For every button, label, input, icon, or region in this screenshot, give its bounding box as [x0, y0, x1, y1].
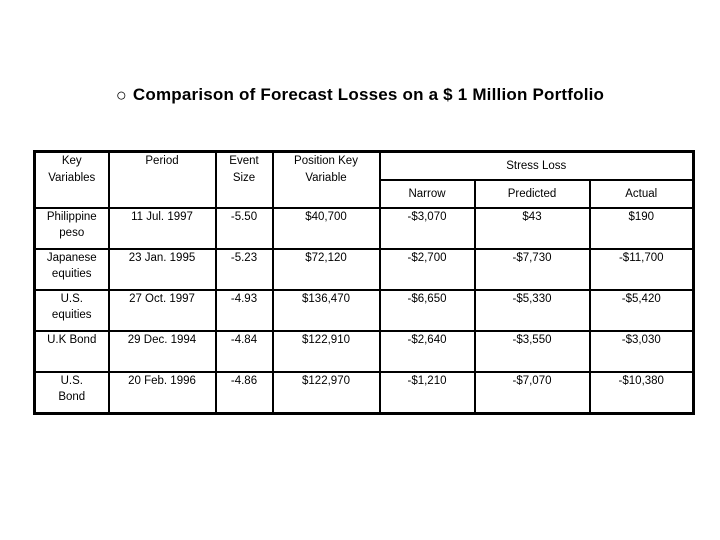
cell-key-variable: Philippine peso — [33, 207, 110, 250]
cell-event-size: -4.93 — [214, 289, 274, 332]
col-header-position-key-variable: Position Key Variable — [271, 150, 381, 209]
cell-position-key-variable: $40,700 — [271, 207, 381, 250]
cell-position-key-variable: $122,910 — [271, 330, 381, 373]
cell-period: 11 Jul. 1997 — [107, 207, 217, 250]
cell-narrow: -$2,700 — [378, 248, 476, 291]
cell-position-key-variable: $72,120 — [271, 248, 381, 291]
table-row-us-bond: U.S. Bond 20 Feb. 1996 -4.86 $122,970 -$… — [33, 371, 695, 415]
cell-predicted: -$7,730 — [473, 248, 591, 291]
cell-narrow: -$3,070 — [378, 207, 476, 250]
table-row-philippine-peso: Philippine peso 11 Jul. 1997 -5.50 $40,7… — [33, 207, 695, 250]
cell-predicted: $43 — [473, 207, 591, 250]
slide-title: ○ Comparison of Forecast Losses on a $ 1 … — [0, 85, 720, 106]
cell-narrow: -$1,210 — [378, 371, 476, 415]
col-header-event-size: Event Size — [214, 150, 274, 209]
circle-bullet-icon: ○ — [115, 85, 127, 105]
cell-narrow: -$2,640 — [378, 330, 476, 373]
table-row-japanese-equities: Japanese equities 23 Jan. 1995 -5.23 $72… — [33, 248, 695, 291]
col-header-actual: Actual — [588, 179, 695, 209]
cell-actual: -$3,030 — [588, 330, 695, 373]
col-header-key-variables: Key Variables — [33, 150, 110, 209]
table-row-us-equities: U.S. equities 27 Oct. 1997 -4.93 $136,47… — [33, 289, 695, 332]
cell-period: 29 Dec. 1994 — [107, 330, 217, 373]
cell-event-size: -5.23 — [214, 248, 274, 291]
forecast-loss-table: Key Variables Period Event Size Position… — [33, 150, 695, 415]
cell-predicted: -$5,330 — [473, 289, 591, 332]
header-row-2: Narrow Predicted Actual — [35, 179, 695, 209]
cell-key-variable: Japanese equities — [33, 248, 110, 291]
cell-actual: $190 — [588, 207, 695, 250]
slide-title-text: Comparison of Forecast Losses on a $ 1 M… — [132, 85, 605, 104]
header-row-1: Key Variables Period Event Size Position… — [33, 150, 695, 209]
cell-event-size: -4.84 — [214, 330, 274, 373]
cell-actual: -$10,380 — [588, 371, 695, 415]
cell-actual: -$11,700 — [588, 248, 695, 291]
cell-narrow: -$6,650 — [378, 289, 476, 332]
forecast-loss-table-wrap: Key Variables Period Event Size Position… — [33, 150, 695, 415]
cell-key-variable: U.S. equities — [33, 289, 110, 332]
cell-position-key-variable: $136,470 — [271, 289, 381, 332]
cell-key-variable: U.S. Bond — [33, 371, 110, 415]
cell-actual: -$5,420 — [588, 289, 695, 332]
cell-period: 23 Jan. 1995 — [107, 248, 217, 291]
col-header-stress-loss: Stress Loss — [378, 150, 695, 181]
col-header-period: Period — [107, 150, 217, 209]
cell-period: 27 Oct. 1997 — [107, 289, 217, 332]
cell-key-variable: U.K Bond — [33, 330, 110, 373]
cell-period: 20 Feb. 1996 — [107, 371, 217, 415]
cell-predicted: -$3,550 — [473, 330, 591, 373]
col-header-narrow: Narrow — [378, 179, 476, 209]
table-row-uk-bond: U.K Bond 29 Dec. 1994 -4.84 $122,910 -$2… — [33, 330, 695, 373]
col-header-predicted: Predicted — [473, 179, 591, 209]
cell-position-key-variable: $122,970 — [271, 371, 381, 415]
cell-event-size: -4.86 — [214, 371, 274, 415]
cell-event-size: -5.50 — [214, 207, 274, 250]
cell-predicted: -$7,070 — [473, 371, 591, 415]
